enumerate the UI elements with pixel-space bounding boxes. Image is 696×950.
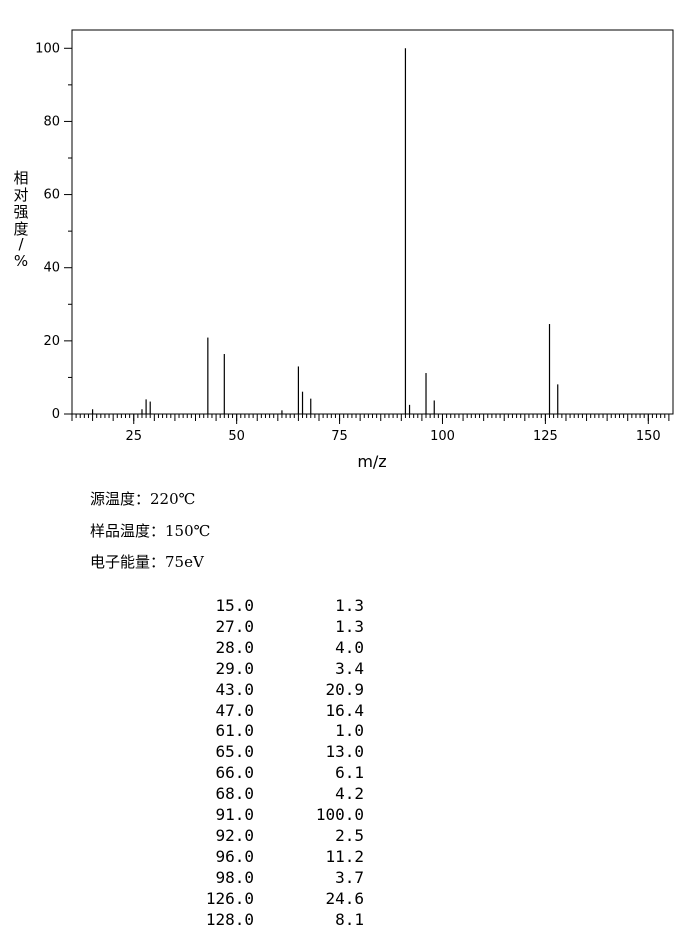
x-tick-label: 100 bbox=[430, 429, 455, 444]
table-row: 27.0 1.3 bbox=[170, 617, 364, 638]
y-axis-label-char: / bbox=[18, 235, 24, 253]
abundance-cell: 1.3 bbox=[335, 596, 364, 615]
mz-cell: 15.0 bbox=[215, 596, 254, 615]
x-tick-label: 50 bbox=[228, 429, 245, 444]
table-row: 68.0 4.2 bbox=[170, 784, 364, 805]
x-axis-label: m/z bbox=[357, 452, 386, 471]
y-axis-label-char: 相 bbox=[13, 169, 28, 187]
table-row: 65.0 13.0 bbox=[170, 742, 364, 763]
y-tick-label: 20 bbox=[43, 334, 60, 349]
mz-cell: 65.0 bbox=[215, 742, 254, 762]
y-axis: 0 20 40 60 80 100 bbox=[35, 41, 72, 422]
condition-label: 样品温度： bbox=[90, 522, 166, 540]
abundance-cell: 4.0 bbox=[335, 637, 364, 657]
abundance-cell: 16.4 bbox=[325, 700, 364, 720]
mz-cell: 96.0 bbox=[215, 846, 254, 866]
abundance-cell: 100.0 bbox=[315, 805, 364, 825]
mz-cell: 128.0 bbox=[205, 909, 254, 929]
y-axis-label-char: 对 bbox=[13, 186, 28, 204]
x-tick-label: 25 bbox=[125, 429, 142, 444]
abundance-cell: 13.0 bbox=[325, 742, 364, 762]
mz-cell: 91.0 bbox=[215, 805, 254, 825]
abundance-cell: 1.0 bbox=[335, 721, 364, 741]
mz-cell: 66.0 bbox=[215, 763, 254, 783]
mz-cell: 92.0 bbox=[215, 825, 254, 845]
x-tick-label: 75 bbox=[331, 429, 348, 444]
condition-electron-energy: 电子能量：75eV bbox=[90, 551, 204, 572]
y-axis-label: 相对强度/% bbox=[13, 169, 28, 270]
condition-value: 220℃ bbox=[150, 490, 196, 508]
mz-cell: 28.0 bbox=[215, 637, 254, 657]
mz-cell: 68.0 bbox=[215, 784, 254, 804]
abundance-cell: 4.2 bbox=[335, 784, 364, 804]
x-tick-label: 150 bbox=[636, 429, 661, 444]
mz-cell: 61.0 bbox=[215, 721, 254, 741]
x-minor-ticks bbox=[71, 414, 670, 421]
abundance-cell: 8.1 bbox=[335, 909, 364, 929]
abundance-cell: 24.6 bbox=[325, 888, 364, 908]
table-row: 91.0 100.0 bbox=[170, 805, 364, 826]
abundance-cell: 2.5 bbox=[335, 825, 364, 845]
table-row: 66.0 6.1 bbox=[170, 763, 364, 784]
mz-cell: 98.0 bbox=[215, 867, 254, 887]
table-row: 92.0 2.5 bbox=[170, 826, 364, 847]
table-row: 98.0 3.7 bbox=[170, 868, 364, 889]
y-tick-label: 60 bbox=[43, 188, 60, 203]
y-tick-label: 100 bbox=[35, 41, 60, 56]
condition-value: 150℃ bbox=[165, 522, 211, 540]
table-row: 28.0 4.0 bbox=[170, 638, 364, 659]
condition-sample-temp: 样品温度：150℃ bbox=[90, 520, 210, 541]
mz-cell: 27.0 bbox=[215, 616, 254, 636]
condition-value: 75eV bbox=[165, 553, 204, 571]
table-row: 61.0 1.0 bbox=[170, 721, 364, 742]
table-row: 47.0 16.4 bbox=[170, 701, 364, 722]
table-row: 96.0 11.2 bbox=[170, 847, 364, 868]
condition-label: 电子能量： bbox=[90, 553, 166, 571]
x-tick-label: 125 bbox=[533, 429, 558, 444]
table-row: 15.0 1.3 bbox=[170, 596, 364, 617]
abundance-cell: 3.7 bbox=[335, 867, 364, 887]
abundance-cell: 20.9 bbox=[325, 679, 364, 699]
mz-cell: 29.0 bbox=[215, 658, 254, 678]
mass-spectrum-chart: 25 50 75 100 125 150 0 20 40 60 80 100 m/z 相对强度/% bbox=[13, 29, 674, 471]
mz-cell: 47.0 bbox=[215, 700, 254, 720]
abundance-cell: 3.4 bbox=[335, 658, 364, 678]
y-axis-label-char: 强 bbox=[13, 203, 28, 221]
mz-cell: 126.0 bbox=[205, 888, 254, 908]
plot-frame bbox=[71, 29, 674, 415]
mz-cell: 43.0 bbox=[215, 679, 254, 699]
y-tick-label: 40 bbox=[43, 261, 60, 276]
y-tick-label: 0 bbox=[52, 407, 60, 422]
peak-bars bbox=[91, 48, 559, 414]
table-row: 128.0 8.1 bbox=[170, 910, 364, 931]
x-axis: 25 50 75 100 125 150 bbox=[125, 414, 661, 444]
abundance-cell: 6.1 bbox=[335, 763, 364, 783]
y-axis-label-char: % bbox=[14, 252, 28, 270]
y-axis-label-char: 度 bbox=[13, 220, 28, 238]
condition-source-temp: 源温度：220℃ bbox=[90, 488, 195, 509]
table-row: 29.0 3.4 bbox=[170, 659, 364, 680]
table-row: 126.0 24.6 bbox=[170, 889, 364, 910]
abundance-cell: 1.3 bbox=[335, 616, 364, 636]
y-tick-label: 80 bbox=[43, 114, 60, 129]
table-row: 43.0 20.9 bbox=[170, 680, 364, 701]
peak-table: 15.0 1.3 27.0 1.3 28.0 4.0 29.0 3.4 43.0 20.9 47.0… bbox=[170, 596, 364, 931]
condition-label: 源温度： bbox=[90, 490, 151, 508]
abundance-cell: 11.2 bbox=[325, 846, 364, 866]
